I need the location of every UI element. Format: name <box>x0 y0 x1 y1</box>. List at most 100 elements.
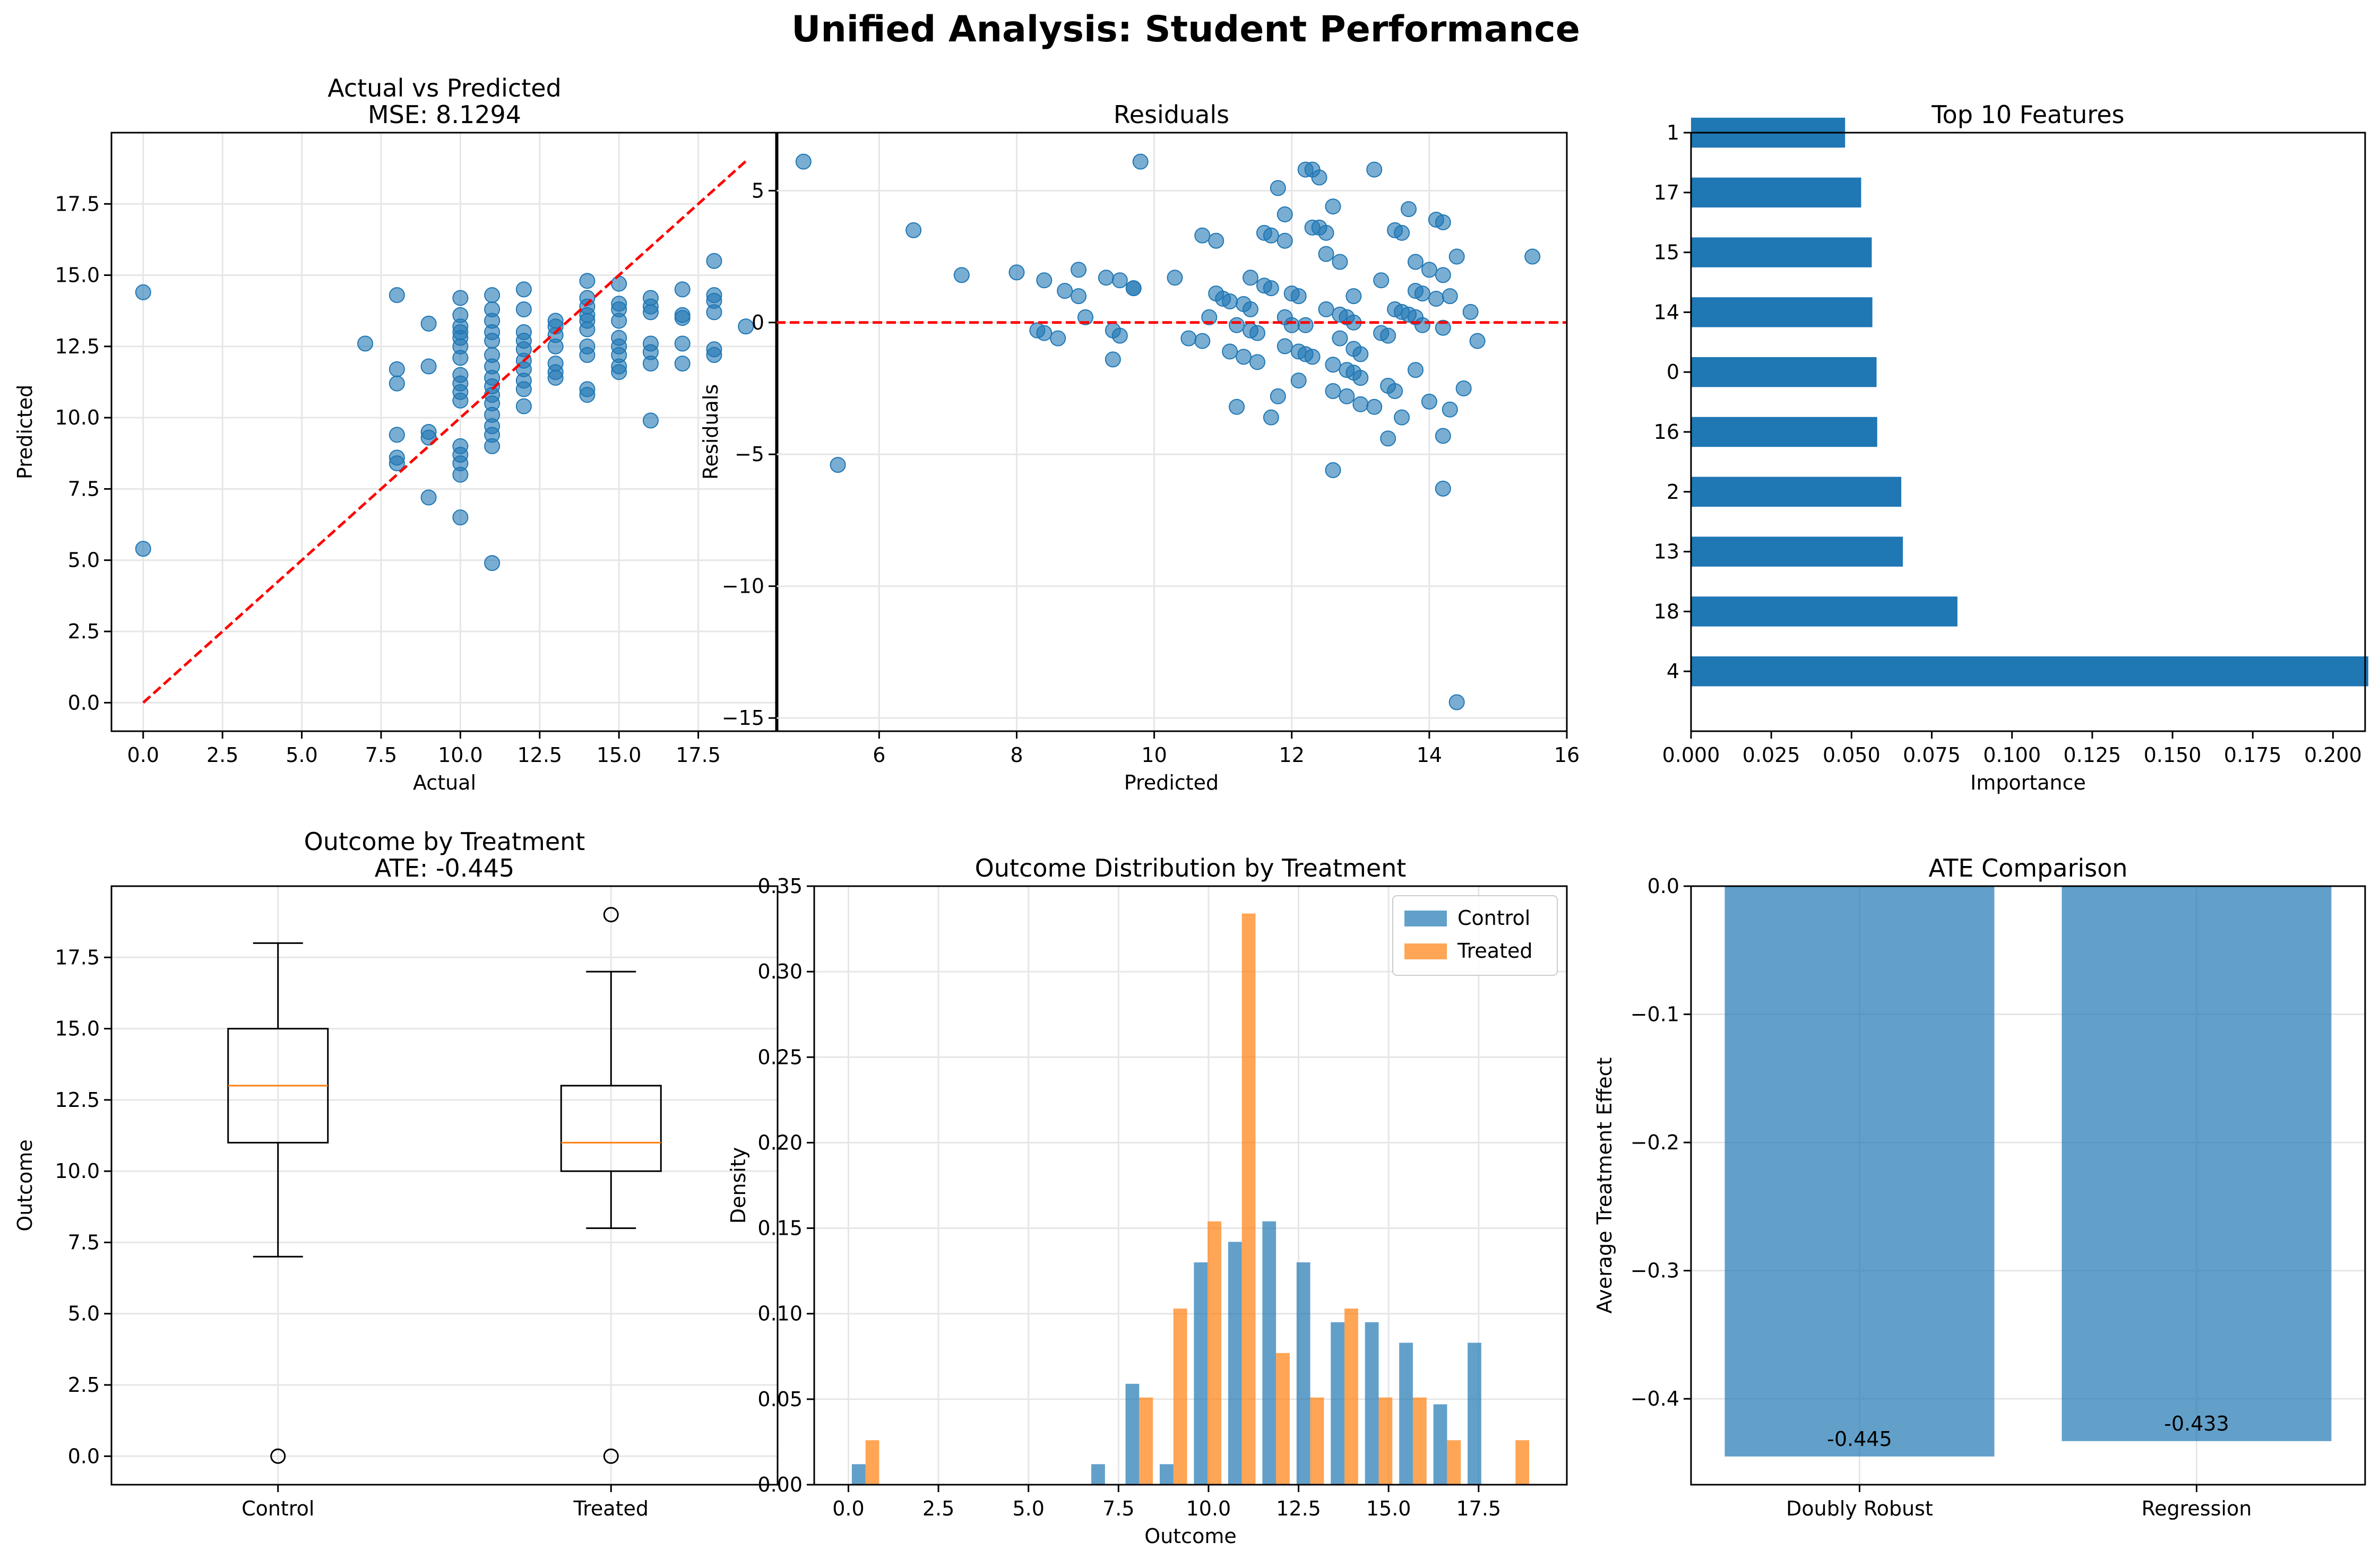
perfect-prediction-line <box>142 160 747 704</box>
feature-label: 16 <box>1654 420 1679 444</box>
scatter-point <box>1352 396 1369 412</box>
y-tick-label: 0.10 <box>757 1302 803 1326</box>
y-tick-label: −0.3 <box>1631 1259 1679 1283</box>
y-axis-label: Predicted <box>13 385 37 479</box>
scatter-point <box>1036 272 1053 289</box>
chart-residuals: 6 8 10 12 14 16 −15 −10 −5 0 5 Residuals Predicted Re… <box>699 100 1580 794</box>
scatter-point <box>1387 383 1403 399</box>
y-tick-label: 0.35 <box>757 874 803 898</box>
scatter-point <box>1290 288 1307 305</box>
scatter-point <box>1435 428 1451 444</box>
feature-label: 2 <box>1667 480 1679 504</box>
scatter-point <box>1243 270 1258 286</box>
scatter-point <box>1448 248 1465 265</box>
scatter-point <box>1394 224 1410 241</box>
x-tick-label: 6 <box>873 743 885 767</box>
scatter-point <box>135 284 151 300</box>
scatter-point <box>1401 201 1417 218</box>
x-tick-label: 0.025 <box>1743 743 1800 767</box>
axes-frame <box>775 132 1568 732</box>
legend-swatch-control <box>1404 911 1447 926</box>
scatter-point <box>642 412 659 429</box>
chart-outcome-by-treatment: 0.0 2.5 5.0 7.5 10.0 12.5 15.0 17.5 Control Treat… <box>13 827 779 1520</box>
figure-title: Unified Analysis: Student Performance <box>791 8 1580 50</box>
x-tick-label: Doubly Robust <box>1786 1497 1933 1520</box>
x-tick-label: 12.5 <box>517 743 562 767</box>
scatter-point <box>452 392 469 409</box>
scatter-points <box>795 153 1541 711</box>
scatter-point <box>515 281 532 298</box>
scatter-point <box>515 381 532 397</box>
y-axis-label: Residuals <box>699 384 722 480</box>
hist-bar-control <box>1433 1404 1447 1485</box>
y-tick-label: −0.4 <box>1631 1387 1679 1410</box>
scatter-point <box>420 315 437 332</box>
scatter-point <box>1311 169 1327 186</box>
y-axis-label: Density <box>727 1147 750 1224</box>
hist-bar-treated <box>1310 1397 1324 1485</box>
scatter-point <box>1290 372 1307 389</box>
scatter-point <box>1050 330 1066 346</box>
scatter-point <box>357 335 374 352</box>
scatter-point <box>1407 362 1424 378</box>
x-tick-label: 17.5 <box>1456 1497 1501 1520</box>
scatter-point <box>579 346 596 363</box>
x-tick-label: Regression <box>2142 1497 2252 1520</box>
scatter-point <box>674 356 691 372</box>
y-tick-label: 15.0 <box>55 1017 100 1041</box>
scatter-point <box>1283 317 1300 333</box>
scatter-point <box>1249 325 1265 341</box>
scatter-point <box>1428 291 1444 307</box>
y-tick-label: 0 <box>752 311 764 334</box>
x-tick-label: 0.0 <box>127 743 159 767</box>
scatter-point <box>1208 232 1224 249</box>
scatter-point <box>1442 288 1458 305</box>
y-tick-label: 0.25 <box>757 1045 803 1069</box>
y-tick-label: 0.00 <box>757 1473 803 1496</box>
chart-subtitle: ATE: -0.445 <box>375 854 514 882</box>
scatter-point <box>795 153 812 170</box>
x-tick-label: 12.5 <box>1276 1497 1321 1520</box>
ate-value-label: -0.433 <box>2164 1412 2229 1435</box>
feature-bar <box>1691 357 1877 387</box>
y-tick-label: 0.15 <box>757 1217 803 1240</box>
chart-title: ATE Comparison <box>1928 854 2127 882</box>
chart-title: Outcome by Treatment <box>304 827 585 856</box>
scatter-point <box>1125 280 1142 297</box>
feature-label: 15 <box>1654 241 1679 264</box>
hist-bar-control <box>1159 1464 1174 1485</box>
y-tick-label: 0.30 <box>757 960 803 983</box>
scatter-point <box>1394 409 1410 426</box>
axes-frame <box>1690 132 2366 732</box>
y-tick-label: 5.0 <box>68 1302 100 1326</box>
x-tick-label: 7.5 <box>1102 1497 1134 1520</box>
scatter-point <box>579 273 596 289</box>
x-tick-label: 8 <box>1010 743 1023 767</box>
scatter-point <box>452 290 469 306</box>
scatter-point <box>1304 349 1321 365</box>
scatter-point <box>706 253 722 269</box>
y-tick-label: −15 <box>722 706 764 730</box>
y-tick-label: 10.0 <box>55 1159 100 1183</box>
scatter-point <box>1442 401 1458 418</box>
scatter-point <box>1194 333 1211 349</box>
scatter-point <box>547 338 564 354</box>
x-tick-label: 15.0 <box>597 743 642 767</box>
scatter-point <box>830 457 846 473</box>
x-tick-label: 7.5 <box>365 743 397 767</box>
feature-label: 17 <box>1654 181 1679 204</box>
scatter-point <box>452 350 469 366</box>
y-tick-label: −10 <box>722 575 764 598</box>
x-tick-label: 12 <box>1279 743 1305 767</box>
x-tick-label: 14 <box>1417 743 1442 767</box>
y-tick-label: −0.1 <box>1631 1003 1679 1026</box>
scatter-point <box>1435 480 1451 497</box>
ate-value-label: -0.445 <box>1827 1427 1892 1451</box>
feature-bar <box>1691 417 1877 447</box>
scatter-point <box>1332 330 1348 346</box>
feature-bar <box>1691 237 1872 267</box>
y-tick-label: 10.0 <box>55 406 100 429</box>
scatter-point <box>953 267 970 283</box>
chart-ate-comparison: 0.0 −0.1 −0.2 −0.3 −0.4 -0.445 Doubly Robust -0… <box>1593 854 2366 1520</box>
